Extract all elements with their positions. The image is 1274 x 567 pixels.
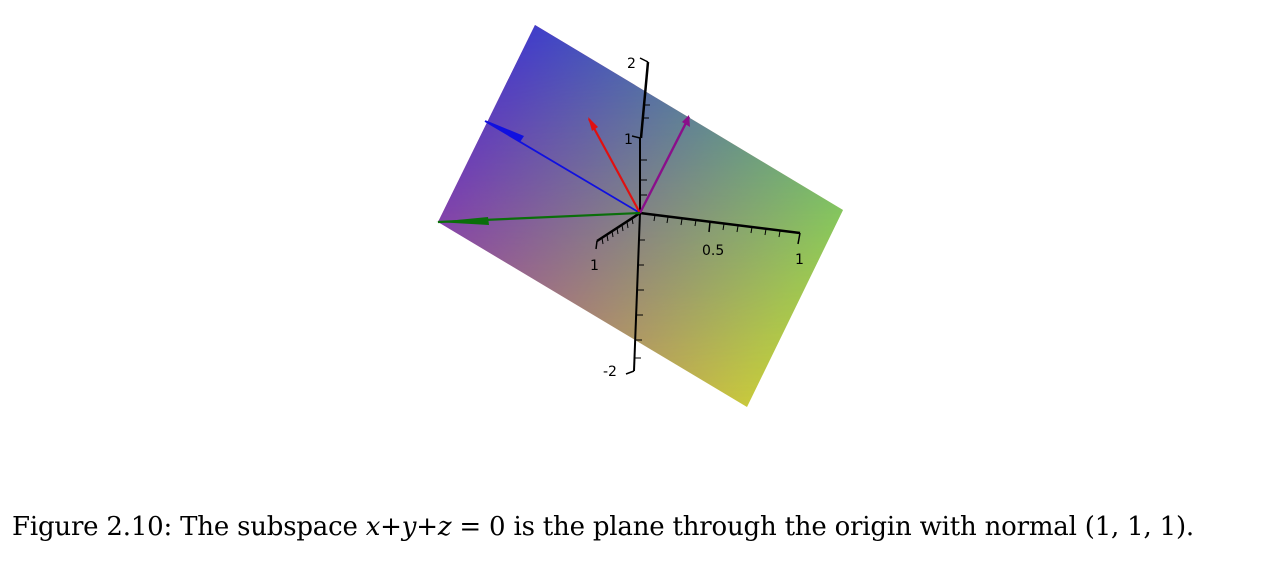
tick-label-z-neg-2: -2 (603, 364, 617, 380)
green-vector (436, 211, 641, 225)
tick-label-y-0.5: 0.5 (702, 243, 724, 259)
tick-label-z-2: 2 (627, 56, 636, 72)
tick-label-y-1: 1 (795, 252, 804, 268)
red-vector (588, 117, 641, 214)
tick-label-x-1: 1 (590, 258, 599, 274)
blue-vector (484, 120, 641, 214)
figure-caption: Figure 2.10: The subspace x+y+z = 0 is t… (12, 512, 1262, 542)
right-axis (639, 211, 801, 245)
caption-suffix: = 0 is the plane through the origin with… (451, 512, 1195, 542)
purple-vector (638, 115, 691, 214)
left-axis (595, 211, 641, 250)
tick-label-z-1: 1 (624, 132, 633, 148)
caption-math: x+y+z (365, 512, 452, 542)
vertical-axis (625, 57, 650, 375)
caption-prefix: Figure 2.10: The subspace (12, 512, 366, 542)
